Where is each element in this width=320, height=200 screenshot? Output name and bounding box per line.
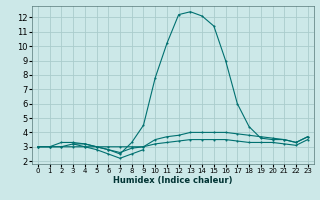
X-axis label: Humidex (Indice chaleur): Humidex (Indice chaleur) [113,176,233,185]
